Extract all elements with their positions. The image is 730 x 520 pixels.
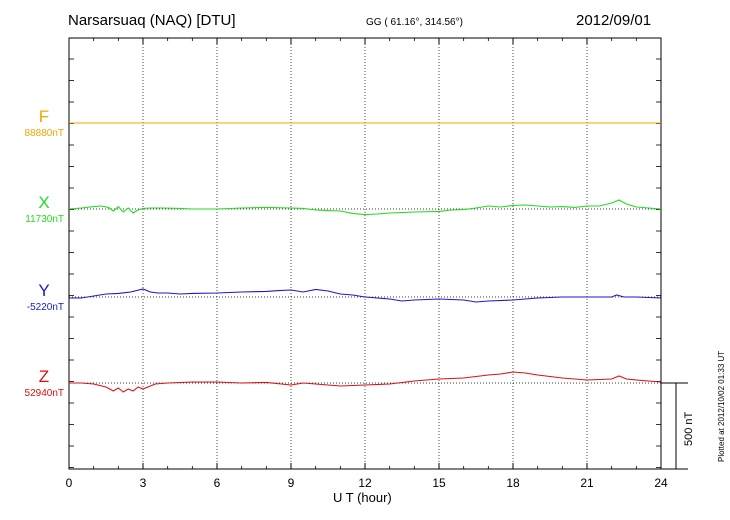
component-baseline-x: 11730nT bbox=[25, 214, 64, 225]
x-tick-label: 12 bbox=[358, 476, 372, 490]
series-line-x bbox=[68, 199, 662, 216]
x-tick-label: 15 bbox=[432, 476, 446, 490]
geographic-coordinates: GG ( 61.16°, 314.56°) bbox=[366, 17, 463, 28]
x-tick-label: 21 bbox=[580, 476, 594, 490]
x-tick-label: 6 bbox=[214, 476, 221, 490]
x-tick-label: 9 bbox=[288, 476, 295, 490]
station-title: Narsarsuaq (NAQ) [DTU] bbox=[68, 12, 236, 29]
component-baseline-z: 52940nT bbox=[24, 388, 64, 399]
x-tick-label: 3 bbox=[140, 476, 147, 490]
component-name-z: Z bbox=[38, 367, 50, 386]
component-name-f: F bbox=[38, 107, 50, 126]
date-label: 2012/09/01 bbox=[576, 12, 652, 29]
component-name-y: Y bbox=[38, 281, 50, 300]
x-axis-label: U T (hour) bbox=[333, 490, 392, 505]
component-baseline-f: 88880nT bbox=[24, 128, 64, 139]
series-line-z bbox=[69, 371, 662, 393]
component-baseline-y: -5220nT bbox=[26, 302, 64, 313]
x-tick-label: 0 bbox=[66, 476, 73, 490]
component-name-x: X bbox=[38, 193, 50, 212]
series-line-y bbox=[69, 288, 662, 303]
x-tick-label: 24 bbox=[654, 476, 668, 490]
scale-bar-label: 500 nT bbox=[683, 411, 695, 446]
x-tick-label: 18 bbox=[506, 476, 520, 490]
